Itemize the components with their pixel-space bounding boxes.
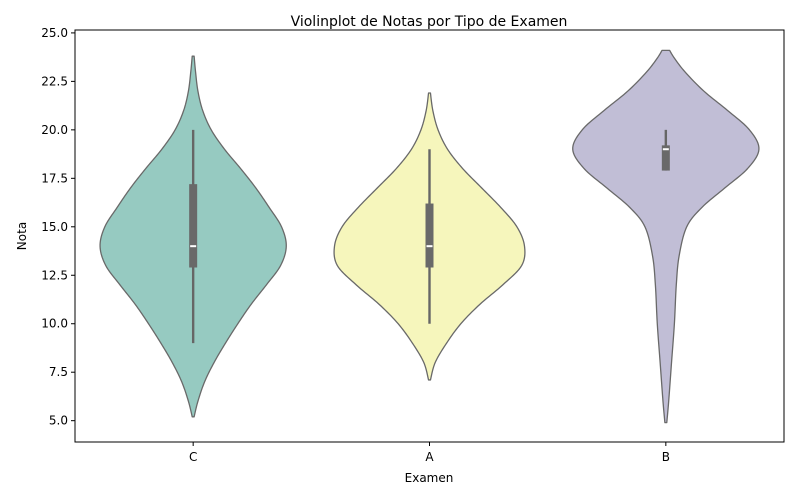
violins-layer [99, 49, 760, 424]
violin-median-B [662, 148, 669, 151]
y-tick-label: 17.5 [41, 171, 68, 185]
y-tick-label: 22.5 [41, 74, 68, 88]
y-tick-label: 20.0 [41, 123, 68, 137]
chart-title: Violinplot de Notas por Tipo de Examen [291, 14, 568, 30]
violin-median-A [426, 245, 433, 248]
y-axis-title: Nota [15, 222, 29, 250]
y-tick-label: 5.0 [49, 414, 68, 428]
y-tick-label: 10.0 [41, 317, 68, 331]
violin-iqr-box-B [661, 145, 670, 171]
x-tick-label: C [189, 450, 197, 464]
violin-body-B [572, 49, 760, 424]
violin-median-C [190, 245, 197, 248]
x-tick-label: B [662, 450, 670, 464]
y-tick-label: 15.0 [41, 220, 68, 234]
x-tick-label: A [425, 450, 434, 464]
y-tick-label: 7.5 [49, 365, 68, 379]
y-axis: 5.0 7.5 10.0 12.5 15.0 17.5 20.0 22.5 25.0 [41, 26, 75, 428]
y-tick-label: 12.5 [41, 268, 68, 282]
violin-iqr-box-C [189, 184, 198, 268]
x-axis-title: Examen [405, 471, 454, 485]
y-tick-label: 25.0 [41, 26, 68, 40]
violin-iqr-box-A [425, 203, 434, 268]
